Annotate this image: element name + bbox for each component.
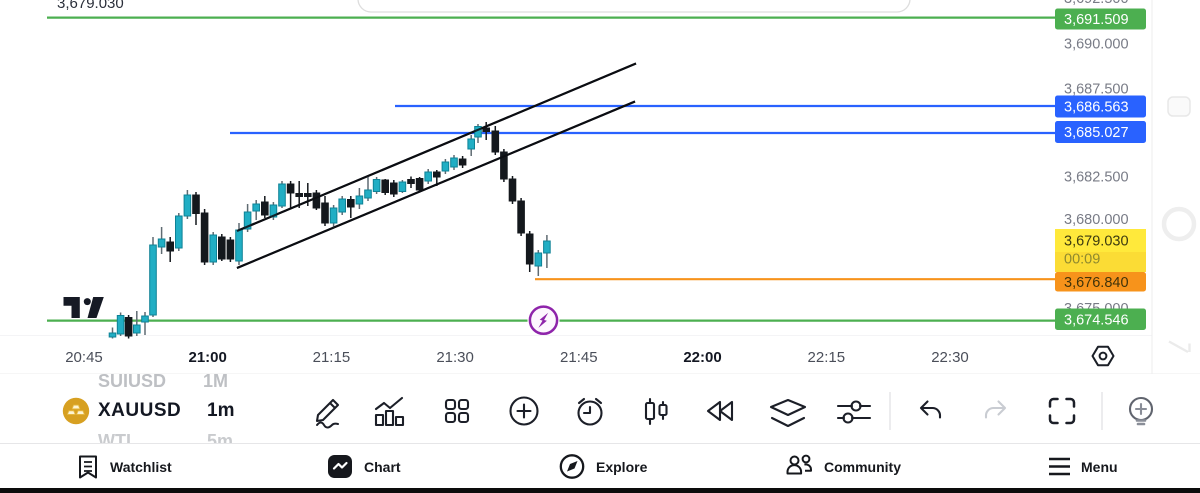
svg-text:22:15: 22:15 — [808, 349, 846, 366]
svg-text:3,687.500: 3,687.500 — [1064, 82, 1129, 98]
svg-text:22:00: 22:00 — [683, 349, 721, 366]
svg-text:3,679.030: 3,679.030 — [57, 0, 124, 12]
svg-text:21:00: 21:00 — [189, 349, 227, 366]
svg-text:00:09: 00:09 — [1064, 252, 1100, 268]
svg-text:3,680.000: 3,680.000 — [1064, 212, 1129, 228]
svg-text:3,691.509: 3,691.509 — [1064, 12, 1129, 28]
svg-text:22:30: 22:30 — [931, 349, 969, 366]
svg-text:21:30: 21:30 — [436, 349, 474, 366]
svg-text:20:45: 20:45 — [65, 349, 103, 366]
svg-text:21:45: 21:45 — [560, 349, 598, 366]
svg-text:3,679.030: 3,679.030 — [1064, 234, 1129, 250]
svg-text:3,685.027: 3,685.027 — [1064, 125, 1129, 141]
svg-text:3,676.840: 3,676.840 — [1064, 275, 1129, 291]
svg-text:21:15: 21:15 — [313, 349, 351, 366]
svg-text:3,686.563: 3,686.563 — [1064, 100, 1129, 116]
svg-text:3,690.000: 3,690.000 — [1064, 37, 1129, 53]
svg-text:3,692.500: 3,692.500 — [1064, 0, 1129, 7]
svg-text:3,682.500: 3,682.500 — [1064, 170, 1129, 186]
svg-text:3,674.546: 3,674.546 — [1064, 312, 1129, 328]
